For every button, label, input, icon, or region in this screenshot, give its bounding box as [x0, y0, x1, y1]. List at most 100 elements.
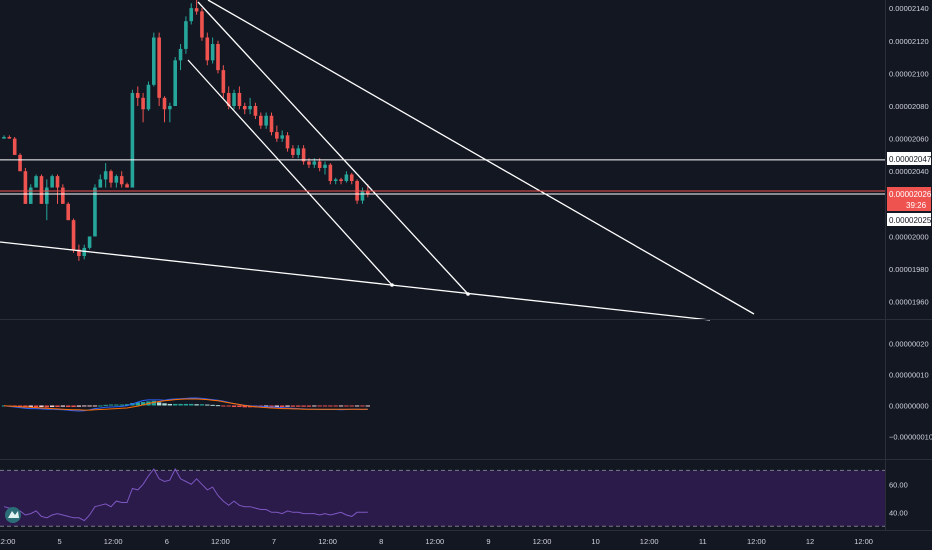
- fan-trendline-upper[interactable]: [207, 0, 755, 315]
- candle-body: [152, 37, 156, 85]
- time-axis: 12:00 5 12:00 6 12:00 7 12:00 8 12:00 9 12:00 10 12:…: [0, 537, 873, 546]
- rsi-pane: 60.00 40.00: [0, 467, 908, 527]
- fan-trendline-middle[interactable]: [197, 1, 469, 295]
- candle-body: [157, 37, 161, 98]
- candle-body: [135, 92, 140, 98]
- macd-histogram-bar: [49, 405, 55, 408]
- candle-body: [87, 236, 92, 248]
- trendline-anchor[interactable]: [390, 283, 394, 287]
- candle-body: [285, 135, 290, 149]
- time-tick-label: 8: [379, 537, 383, 546]
- macd-histogram-bar: [194, 404, 199, 406]
- macd-tick-label: 0.00000010: [889, 371, 929, 380]
- macd-histogram-bar: [322, 405, 328, 407]
- candle-body: [173, 60, 177, 106]
- macd-histogram-bar: [333, 405, 338, 407]
- trendline-anchor[interactable]: [466, 292, 470, 296]
- price-tick-label: 0.00002040: [889, 167, 929, 176]
- macd-histogram-bar: [290, 405, 296, 407]
- time-tick-label: 12:00: [854, 537, 873, 546]
- candle-body: [130, 92, 135, 188]
- fan-trendline-lower[interactable]: [187, 59, 393, 286]
- macd-histogram-bar: [60, 405, 66, 407]
- candle-body: [317, 161, 322, 168]
- candle-body: [280, 135, 284, 139]
- candle-body: [125, 184, 129, 188]
- macd-histogram-bar: [71, 405, 76, 408]
- candle-body: [307, 161, 311, 165]
- candle-body: [71, 220, 76, 250]
- candle-body: [333, 179, 338, 182]
- time-tick-label: 11: [699, 537, 707, 546]
- candle-body: [205, 37, 210, 61]
- candle-body: [93, 187, 97, 237]
- macd-histogram-bar: [317, 405, 322, 407]
- macd-histogram-bar: [296, 405, 301, 407]
- macd-histogram-bar: [173, 403, 178, 406]
- macd-histogram-bar: [33, 405, 39, 408]
- time-tick-label: 12:00: [104, 537, 123, 546]
- price-tick-label: 0.00002000: [889, 232, 929, 241]
- macd-histogram-bar: [44, 405, 49, 408]
- candle-body: [82, 247, 87, 257]
- candlestick-series: [2, 0, 370, 261]
- macd-histogram-bar: [328, 405, 333, 407]
- candle-body: [18, 154, 22, 172]
- candle-body: [200, 11, 204, 38]
- macd-histogram-bar: [124, 404, 130, 406]
- macd-histogram-bar: [306, 405, 312, 407]
- logo-mark: [8, 511, 19, 518]
- lower-price-tag-bg: [887, 213, 931, 226]
- current-price-tag-bg: [887, 187, 931, 211]
- macd-histogram-bar: [114, 404, 119, 406]
- macd-histogram-bar: [156, 402, 162, 406]
- rsi-line: [3, 467, 368, 522]
- candle-body: [61, 187, 65, 204]
- resistance-price-tag-bg: [887, 152, 931, 165]
- time-tick-label: 12:00: [747, 537, 766, 546]
- candle-body: [259, 115, 263, 126]
- candle-body: [339, 179, 343, 182]
- time-tick-label: 12: [806, 537, 814, 546]
- macd-histogram-bar: [92, 405, 98, 407]
- macd-histogram-bar: [162, 403, 167, 406]
- macd-histogram-bar: [140, 402, 146, 406]
- candle-body: [28, 187, 33, 204]
- macd-histogram-bar: [221, 405, 226, 407]
- macd-histogram-bar: [360, 405, 365, 407]
- candle-body: [360, 190, 365, 201]
- macd-histogram-bar: [108, 404, 114, 406]
- macd-histogram-bar: [135, 402, 140, 406]
- macd-histogram-bar: [338, 405, 344, 407]
- time-tick-label: 12:00: [533, 537, 552, 546]
- resistance-price-tag: 0.00002047: [889, 155, 932, 164]
- price-tick-label: 0.00002120: [889, 37, 929, 46]
- candle-body: [248, 106, 252, 110]
- macd-histogram-bar: [87, 405, 92, 407]
- support-trendline[interactable]: [0, 241, 711, 321]
- candle-body: [184, 21, 188, 49]
- macd-tick-label: 0.00000000: [889, 401, 929, 410]
- time-tick-label: 12:00: [211, 537, 230, 546]
- macd-histogram-bar: [210, 404, 215, 406]
- tradingview-logo[interactable]: [5, 507, 21, 523]
- candle-body: [226, 92, 231, 106]
- candle-body: [50, 176, 54, 188]
- candle-body: [242, 106, 247, 110]
- candle-body: [349, 174, 354, 182]
- macd-histogram-bar: [274, 405, 280, 408]
- macd-histogram-bar: [189, 403, 194, 406]
- macd-tick-label: −0.00000010: [889, 432, 932, 441]
- macd-histogram-bar: [269, 405, 274, 408]
- candle-body: [45, 187, 49, 204]
- macd-histogram-bar: [183, 403, 189, 406]
- macd-histogram-bar: [55, 405, 60, 408]
- candle-body: [301, 148, 306, 162]
- time-tick-label: 12:00: [425, 537, 444, 546]
- candle-body: [7, 136, 12, 139]
- macd-tick-label: 0.00000020: [889, 340, 929, 349]
- macd-histogram-bar: [301, 405, 306, 407]
- candle-body: [141, 97, 145, 110]
- candle-body: [291, 148, 295, 155]
